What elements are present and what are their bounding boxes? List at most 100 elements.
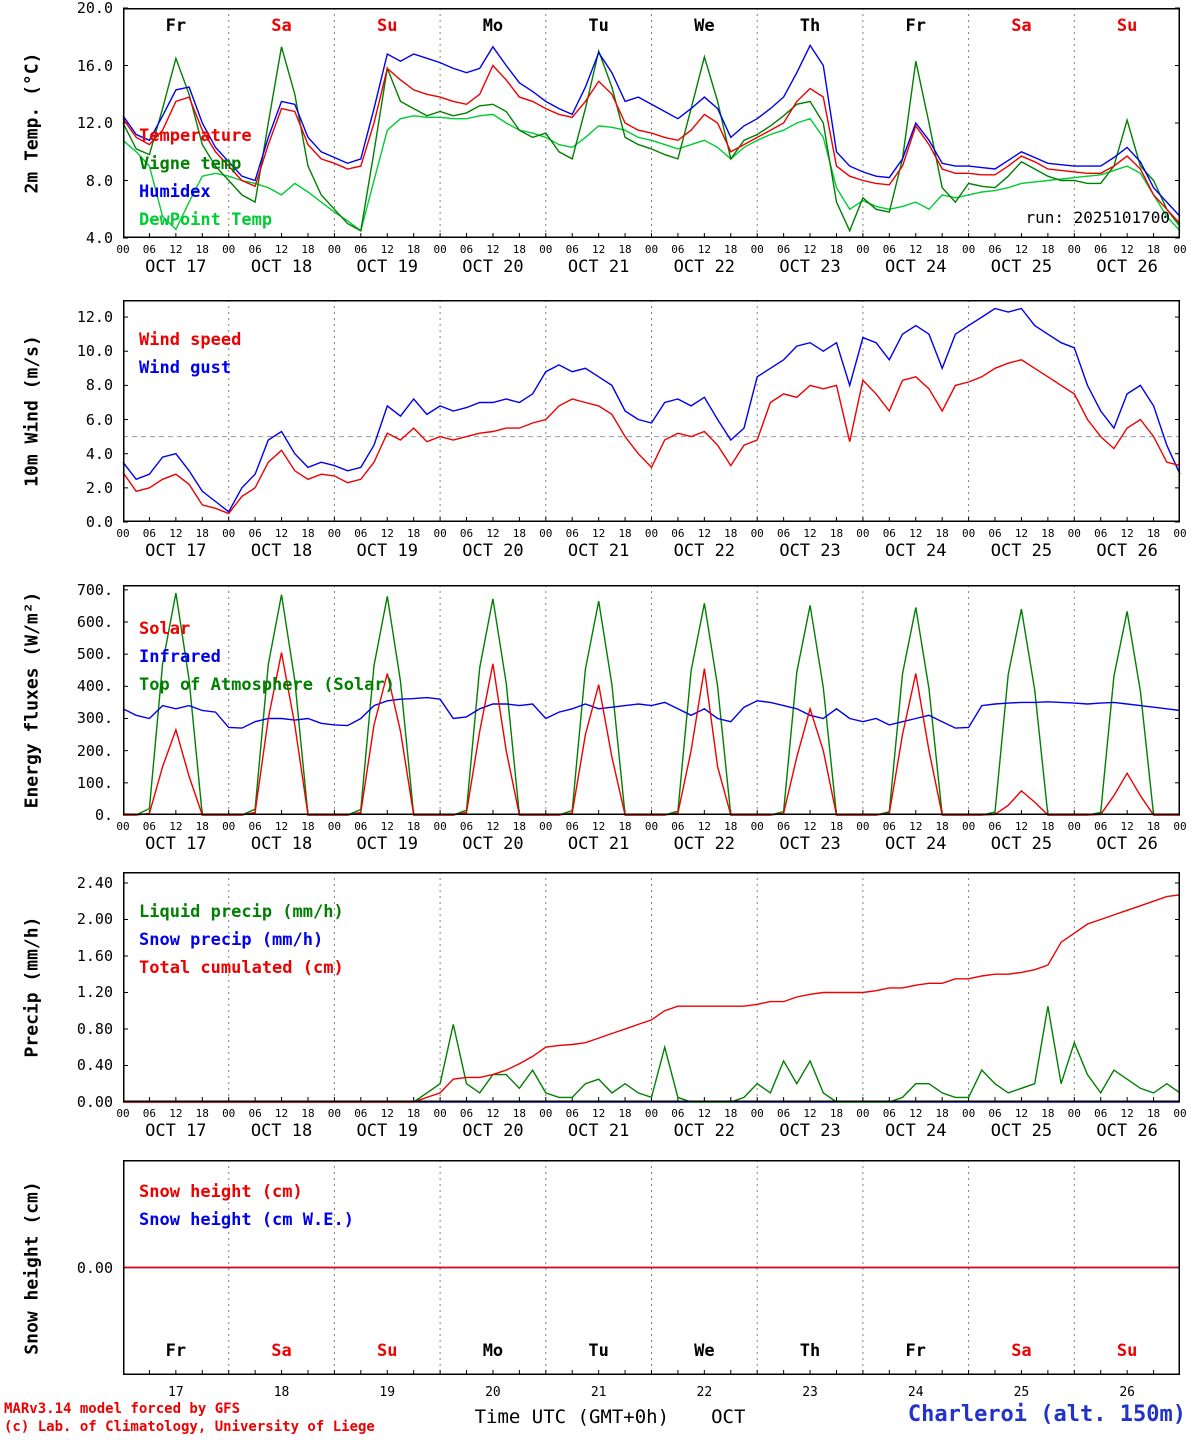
y-tick-label: 4.0 [85,444,113,463]
hour-tick-label: 06 [565,1107,579,1120]
date-label: OCT 20 [462,257,524,277]
hour-tick-label: 00 [961,1107,976,1120]
hour-tick-label: 12 [909,820,923,833]
day-name-bottom: Fr [165,1341,187,1361]
date-label: OCT 18 [250,541,313,561]
hour-tick-label: 00 [644,1107,659,1120]
hour-tick-label: 06 [777,820,791,833]
hour-tick-label: 18 [195,820,209,833]
legend-wind-speed: Wind speed [139,330,242,350]
hour-tick-label: 18 [1146,1107,1161,1120]
legend-humidex: Humidex [139,182,211,202]
day-name-top: Sa [271,16,292,36]
hour-tick-label: 18 [935,820,949,833]
hour-tick-label: 06 [459,243,474,256]
hour-tick-label: 06 [354,243,368,256]
date-label: OCT 19 [356,257,418,277]
y-axis-label: Snow height (cm) [21,1180,43,1355]
hour-tick-label: 06 [565,527,579,540]
hour-tick-label: 12 [697,1107,711,1120]
hour-tick-label: 00 [750,1107,764,1120]
hour-tick-label: 06 [988,527,1002,540]
hour-tick-label: 00 [222,243,236,256]
hour-tick-label: 00 [222,1107,236,1120]
hour-tick-label: 00 [644,243,659,256]
y-tick-label: 12.0 [76,114,113,132]
hour-tick-label: 06 [354,1107,368,1120]
y-axis-label: 2m Temp. (°C) [21,52,43,194]
day-name-bottom: Sa [1011,1341,1032,1361]
date-label: OCT 24 [885,257,947,277]
date-label: OCT 26 [1096,1121,1158,1141]
day-number: 20 [485,1385,501,1400]
y-tick-label: 200. [76,741,113,760]
legend-wind-gust: Wind gust [139,358,232,378]
hour-tick-label: 12 [380,1107,394,1120]
y-tick-label: 8.0 [85,376,113,395]
legend-snow-height-cm-w-e: Snow height (cm W.E.) [139,1210,354,1230]
hour-tick-label: 12 [380,527,394,540]
hour-tick-label: 06 [142,1107,157,1120]
hour-tick-label: 12 [380,820,394,833]
series-temperature [122,64,1181,225]
hour-tick-label: 06 [1094,527,1108,540]
hour-tick-label: 00 [116,820,130,833]
hour-tick-label: 12 [803,243,817,256]
date-label: OCT 18 [250,834,313,854]
day-name-bottom: Su [1116,1341,1138,1361]
y-tick-label: 16.0 [76,56,113,75]
hour-tick-label: 18 [1146,243,1161,256]
hour-tick-label: 00 [539,243,553,256]
date-label: OCT 24 [885,1121,947,1141]
hour-tick-label: 00 [539,527,553,540]
y-tick-label: 0. [94,806,113,824]
hour-tick-label: 00 [433,820,447,833]
hour-tick-label: 06 [671,820,685,833]
y-axis-label: 10m Wind (m/s) [21,335,43,487]
hour-tick-label: 12 [486,243,500,256]
legend-liquid-precip-mm-h: Liquid precip (mm/h) [139,902,344,922]
hour-tick-label: 00 [961,820,976,833]
hour-tick-label: 18 [195,243,209,256]
hour-tick-label: 00 [1067,820,1081,833]
hour-tick-label: 06 [882,1107,896,1120]
hour-tick-label: 18 [195,527,209,540]
hour-tick-label: 18 [407,1107,421,1120]
date-label: OCT 23 [779,541,841,561]
y-tick-label: 10.0 [76,342,113,361]
day-number: 18 [273,1385,290,1400]
chart-energy_fluxes [122,585,1181,816]
date-label: OCT 24 [885,541,947,561]
hour-tick-label: 18 [407,820,421,833]
day-number: 19 [379,1385,396,1400]
hour-tick-label: 06 [882,243,896,256]
hour-tick-label: 00 [222,820,236,833]
date-label: OCT 19 [356,541,418,561]
hour-tick-label: 06 [354,527,368,540]
day-number: 22 [696,1385,713,1400]
day-name-bottom: Tu [588,1341,609,1361]
hour-tick-label: 06 [459,527,474,540]
hour-tick-label: 12 [1120,1107,1134,1120]
hour-tick-label: 12 [1120,820,1134,833]
date-label: OCT 24 [885,834,947,854]
hour-tick-label: 06 [248,527,262,540]
y-tick-label: 8.0 [85,171,113,190]
footer-credits: MARv3.14 model forced by GFS (c) Lab. of… [4,1400,375,1436]
hour-tick-label: 00 [856,243,870,256]
hour-tick-label: 06 [1094,243,1108,256]
date-label: OCT 17 [145,1121,207,1141]
legend-snow-precip-mm-h: Snow precip (mm/h) [139,930,324,950]
legend-temperature: Temperature [139,126,252,146]
day-name-top: Sa [1011,16,1032,36]
hour-tick-label: 06 [988,243,1002,256]
y-tick-label: 0.00 [76,1258,113,1277]
hour-tick-label: 18 [724,820,738,833]
hour-tick-label: 06 [671,1107,685,1120]
hour-tick-label: 12 [1014,820,1029,833]
hour-tick-label: 12 [486,527,500,540]
day-name-bottom: Su [377,1341,398,1361]
hour-tick-label: 12 [803,527,817,540]
y-tick-label: 4.0 [85,229,113,247]
